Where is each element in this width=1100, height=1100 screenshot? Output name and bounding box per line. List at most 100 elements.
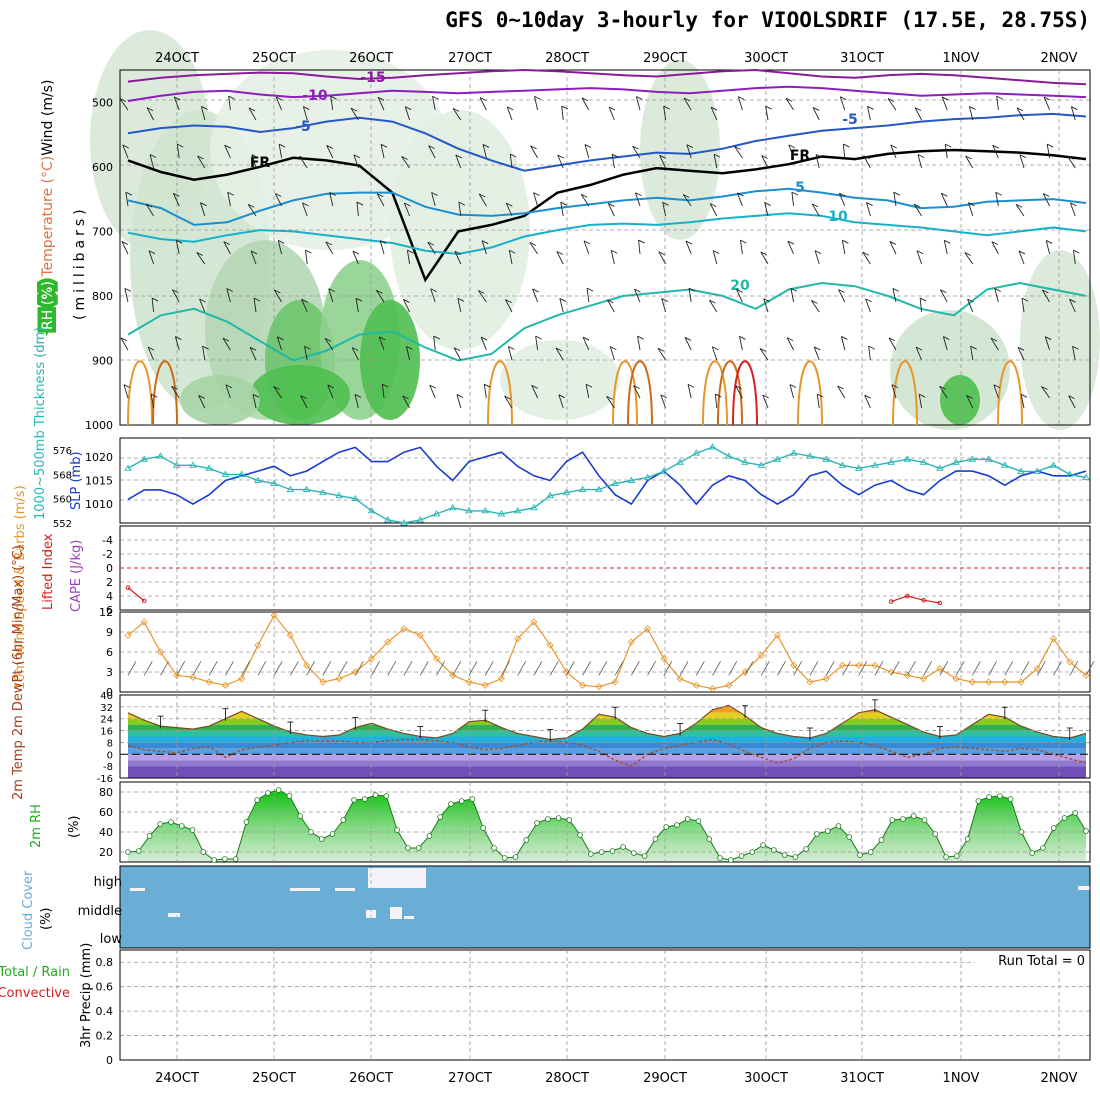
wind-barb-flag xyxy=(580,193,588,198)
wind-barb xyxy=(943,240,948,255)
wind-barb xyxy=(914,107,922,121)
wind-barb xyxy=(918,394,923,409)
wind-barb xyxy=(790,288,795,303)
wind-barb xyxy=(173,96,180,111)
rh-point xyxy=(501,855,508,861)
wind-barb-flag xyxy=(379,240,387,244)
temp-band xyxy=(128,706,1086,713)
wind-barb-flag xyxy=(582,336,590,341)
temp-tick: 0 xyxy=(107,750,113,761)
wind-barb xyxy=(558,394,564,409)
wind-barb-flag xyxy=(146,107,154,112)
wind-barb xyxy=(381,384,385,399)
precip-tick: 0.8 xyxy=(96,956,114,969)
isotherm--10 xyxy=(127,85,1087,102)
wind-barb xyxy=(994,288,999,303)
wind-speed-line xyxy=(127,614,1087,690)
wind-barb xyxy=(530,145,538,159)
wind-barb-flag xyxy=(1043,193,1050,197)
wind-tick: 6 xyxy=(106,646,113,659)
surface-barb xyxy=(468,661,478,676)
wind-barb-flag xyxy=(196,252,203,256)
wind-barb xyxy=(403,299,411,313)
precip-convective-label: Convective xyxy=(0,986,70,1001)
temp-band xyxy=(128,748,1086,755)
wind-speed-point xyxy=(595,683,603,691)
pressure-tick-label: 500 xyxy=(92,96,113,109)
wind-barb xyxy=(687,384,692,399)
thickness-point xyxy=(319,488,327,496)
wind-barb xyxy=(329,192,334,207)
wind-barb-flag xyxy=(202,345,209,350)
wind-barb-flag xyxy=(913,203,921,208)
wind-barb-flag xyxy=(278,143,286,148)
wind-barb-flag xyxy=(662,201,669,206)
rh-point xyxy=(351,797,357,803)
wind-barb xyxy=(352,250,359,265)
wind-barb xyxy=(378,336,385,351)
wind-barb-flag xyxy=(811,299,818,304)
wind-barb xyxy=(759,348,769,361)
wind-barb-flag xyxy=(969,106,976,110)
thickness-point xyxy=(351,494,360,502)
run-total-bg xyxy=(975,951,1089,969)
rh-tick: 60 xyxy=(99,806,113,819)
wind-barb-flag xyxy=(253,297,261,302)
wind-barb-flag xyxy=(919,297,927,302)
wind-speed-point xyxy=(579,681,587,689)
wind-barb xyxy=(247,204,257,217)
rh-point xyxy=(286,793,293,799)
wind-barb-flag xyxy=(893,191,901,196)
thickness-point xyxy=(286,485,295,493)
wind-speed-point xyxy=(790,661,798,669)
surface-barb xyxy=(403,661,413,676)
wind-barb xyxy=(663,106,667,121)
wind-barb xyxy=(682,194,692,207)
wind-barb xyxy=(172,193,180,207)
wind-barb-flag xyxy=(1043,96,1051,101)
wind-speed-point xyxy=(627,638,635,646)
wind-barb xyxy=(354,394,359,409)
wind-barb-flag xyxy=(785,97,793,102)
rh-point xyxy=(588,851,594,857)
wind-barb xyxy=(535,336,539,351)
thickness-point xyxy=(643,473,652,480)
temp-band xyxy=(128,705,1086,707)
surface-barb xyxy=(842,661,851,676)
cloud-fill xyxy=(120,866,1090,948)
wind-barb-flag xyxy=(433,335,440,340)
wind-barb-flag xyxy=(1018,250,1026,255)
wind-barb-flag xyxy=(148,250,156,255)
date-label-bottom: 31OCT xyxy=(840,1071,884,1086)
cloud-gap xyxy=(290,888,320,891)
wind-barb xyxy=(351,347,359,361)
temp-tick: 40 xyxy=(100,691,113,702)
wind-barb-flag xyxy=(1042,289,1049,294)
wind-barb xyxy=(507,346,513,361)
wind-speed-point xyxy=(855,661,863,669)
rh-point xyxy=(964,836,971,842)
wind-speed-point xyxy=(1033,665,1041,673)
surface-barb xyxy=(533,661,543,676)
wind-barb-flag xyxy=(407,249,414,254)
wind-barb xyxy=(176,144,180,159)
wind-speed-point xyxy=(903,671,911,679)
temp-tick: 24 xyxy=(100,715,113,726)
wind-barb-flag xyxy=(355,297,363,302)
wind-barb-flag xyxy=(915,346,923,351)
wind-barb-flag xyxy=(1071,106,1078,110)
wind-barb-flag xyxy=(1070,202,1077,207)
isotherm-label: -5 xyxy=(295,119,311,135)
date-label-top: 24OCT xyxy=(155,51,199,66)
thickness-point xyxy=(481,506,490,514)
warm-contour xyxy=(892,360,918,426)
wind-barb-flag xyxy=(637,335,644,340)
wind-barb-flag xyxy=(712,346,719,351)
surface-barb xyxy=(858,661,868,676)
wind-barb-flag xyxy=(326,145,333,149)
cloud-gap xyxy=(404,916,414,919)
wind-barb-flag xyxy=(939,385,946,390)
thickness-point xyxy=(1033,467,1042,474)
wind-barb xyxy=(505,299,513,313)
wind-barb-flag xyxy=(561,105,568,110)
